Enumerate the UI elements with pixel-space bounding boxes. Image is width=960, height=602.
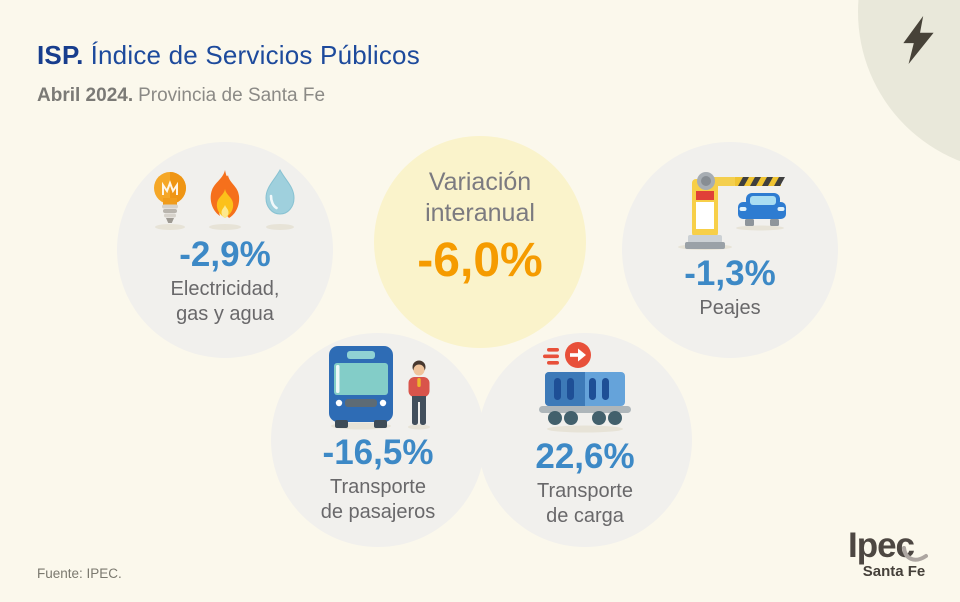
bubble-electricidad-gas-agua: -2,9% Electricidad, gas y agua (117, 142, 333, 358)
peajes-label: Peajes (699, 296, 760, 321)
ipec-logo-text: Ipec (847, 526, 929, 565)
bubble-transporte-pasajeros: -16,5% Transporte de pasajeros (271, 333, 485, 547)
bus-icon-row (323, 342, 433, 430)
bus-icon (329, 346, 393, 430)
peajes-label-line1: Peajes (699, 297, 761, 319)
bubble-peajes: -1,3% Peajes (622, 142, 838, 358)
transporte-pasajeros-label-line1: Transporte (330, 476, 426, 498)
electricidad-label-line2: gas y agua (176, 303, 274, 325)
header: ISP. Índice de Servicios Públicos Abril 2… (37, 40, 420, 107)
electricidad-value: -2,9% (179, 235, 271, 274)
transporte-carga-label-line1: Transporte (537, 480, 633, 502)
peajes-value: -1,3% (684, 254, 776, 293)
freight-wagon-icon (539, 342, 631, 433)
bubble-variacion-interanual: Variación interanual -6,0% (374, 136, 586, 348)
toll-barrier-icon (678, 172, 786, 250)
bubble-transporte-carga: 22,6% Transporte de carga (478, 333, 692, 547)
utilities-icon-row (147, 168, 303, 232)
subtitle-region: Provincia de Santa Fe (138, 85, 326, 106)
ipec-logo-wordmark: Ipec (847, 526, 915, 565)
transporte-carga-label-line2: de carga (546, 505, 624, 527)
ipec-logo-swoosh-icon (902, 546, 929, 562)
transporte-pasajeros-label-line2: de pasajeros (320, 501, 436, 523)
page-subtitle: Abril 2024. Provincia de Santa Fe (37, 85, 420, 107)
ipec-logo-region: Santa Fe (862, 563, 926, 580)
center-label-line1: Variación (428, 168, 532, 196)
subtitle-period: Abril 2024. (37, 85, 134, 106)
electricidad-label-line1: Electricidad, (170, 278, 280, 300)
transporte-pasajeros-label: Transporte de pasajeros (321, 475, 436, 525)
overall-variation-value: -6,0% (417, 234, 543, 287)
source-note: Fuente: IPEC. (37, 566, 122, 581)
lightbulb-icon (154, 172, 186, 230)
flame-icon (209, 170, 241, 230)
speed-arrow-icon (543, 342, 591, 368)
water-drop-icon (265, 168, 295, 230)
transporte-pasajeros-value: -16,5% (322, 433, 434, 472)
center-label-line2: interanual (425, 199, 535, 227)
transporte-carga-label: Transporte de carga (537, 479, 633, 529)
car-icon (738, 193, 786, 226)
passenger-icon (408, 360, 430, 430)
transporte-carga-value: 22,6% (535, 437, 635, 476)
title-acronym: ISP. (37, 40, 84, 70)
page-title: ISP. Índice de Servicios Públicos (37, 40, 420, 71)
ipec-logo: Ipec Santa Fe (816, 528, 946, 580)
lightning-bolt-icon (903, 16, 934, 64)
title-text: Índice de Servicios Públicos (90, 40, 420, 70)
electricidad-label: Electricidad, gas y agua (171, 277, 280, 327)
